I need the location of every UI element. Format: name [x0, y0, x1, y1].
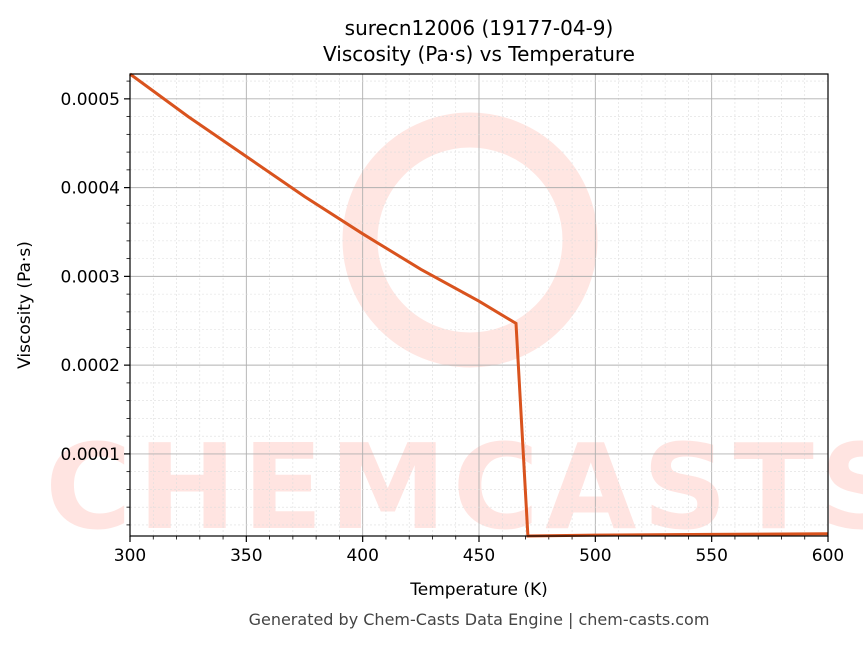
y-tick-label: 0.0004: [61, 179, 120, 199]
y-axis-label: Viscosity (Pa·s): [15, 241, 35, 369]
watermark: CHEMCASTS: [45, 112, 863, 556]
x-tick-label: 500: [579, 546, 611, 566]
x-tick-label: 550: [695, 546, 727, 566]
watermark-logo: [342, 112, 598, 368]
x-tick-label: 450: [463, 546, 495, 566]
footer-text: Generated by Chem-Casts Data Engine | ch…: [249, 610, 710, 629]
y-tick-label: 0.0003: [61, 267, 120, 287]
plot-frame: [129, 73, 829, 537]
y-tick-label: 0.0001: [61, 445, 120, 465]
series-line: [129, 72, 829, 538]
chart-subtitle: Viscosity (Pa·s) vs Temperature: [323, 42, 635, 66]
y-tick-label: 0.0002: [61, 356, 120, 376]
x-tick-label: 300: [114, 546, 146, 566]
y-tick-label: 0.0005: [61, 90, 120, 110]
x-tick-label: 600: [812, 546, 844, 566]
chart-title: surecn12006 (19177-04-9): [345, 16, 614, 40]
x-tick-label: 400: [346, 546, 378, 566]
x-tick-label: 350: [230, 546, 262, 566]
x-axis-label: Temperature (K): [409, 580, 548, 600]
